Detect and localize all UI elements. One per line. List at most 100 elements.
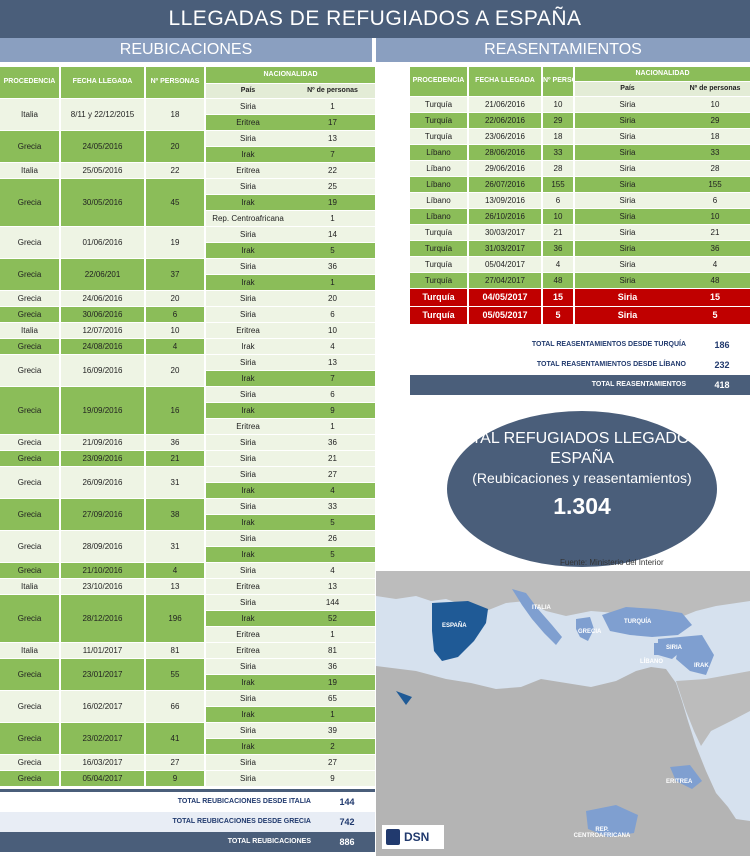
cell-pais: Siria [205, 658, 290, 675]
cell-personas: 38 [145, 498, 206, 531]
cell-fecha: 05/05/2017 [468, 306, 543, 325]
total-label: TOTAL REUBICACIONES DESDE GRECIA [172, 818, 311, 825]
table-row: Eritrea 1 [0, 626, 375, 643]
table-row: Italia 25/05/2016 22 Eritrea 22 [0, 162, 375, 179]
cell-personas: 31 [145, 530, 206, 563]
cell-num: 19 [290, 194, 375, 211]
lebanon-shape [654, 643, 658, 655]
cell-personas: 6 [542, 192, 575, 209]
cell-personas: 41 [145, 722, 206, 755]
cell-pais: Siria [205, 386, 290, 403]
cell-procedencia: Turquía [410, 288, 469, 307]
map-label-car: REP. CENTROAFRICANA [573, 827, 631, 839]
map-label-syria: SIRIA [666, 645, 683, 651]
table-row: Irak 5 [0, 514, 375, 531]
cell-personas: 36 [542, 240, 575, 257]
cell-fecha: 28/09/2016 [60, 530, 146, 563]
cell-num: 1 [290, 418, 375, 435]
col-header-fecha: FECHA LLEGADA [60, 67, 146, 99]
cell-num: 25 [290, 178, 375, 195]
cell-pais: Siria [205, 434, 290, 451]
cell-num: 13 [290, 354, 375, 371]
cell-num: 5 [290, 546, 375, 563]
cell-num: 22 [290, 162, 375, 179]
cell-fecha: 31/03/2017 [468, 240, 543, 257]
table-row: Turquía 05/05/2017 5 Siria 5 [410, 306, 750, 325]
table-row: Grecia 16/09/2016 20 Siria 13 [0, 354, 375, 387]
cell-num: 81 [290, 642, 375, 659]
table-row: Turquía 31/03/2017 36 Siria 36 [410, 240, 750, 257]
total-value: 742 [339, 816, 355, 827]
table-row: Turquía 04/05/2017 15 Siria 15 [410, 288, 750, 307]
cell-pais: Siria [205, 354, 290, 371]
cell-num: 1 [290, 210, 375, 227]
cell-pais: Siria [205, 306, 290, 323]
cell-procedencia: Grecia [0, 386, 61, 435]
cell-pais: Irak [205, 482, 290, 499]
col-header-nacionalidad: NACIONALIDAD [574, 67, 750, 82]
cell-procedencia: Grecia [0, 690, 61, 723]
cell-num: 39 [290, 722, 375, 739]
cell-num: 1 [290, 706, 375, 723]
cell-fecha: 05/04/2017 [468, 256, 543, 273]
reubicaciones-section: PROCEDENCIA FECHA LLEGADA Nº PERSONAS NA… [0, 67, 375, 852]
table-row: Turquía 30/03/2017 21 Siria 21 [410, 224, 750, 241]
cell-procedencia: Líbano [410, 208, 469, 225]
table-row: Italia 8/11 y 22/12/2015 18 Siria 1 [0, 98, 375, 131]
cell-personas: 18 [145, 98, 206, 131]
greece-shape [576, 617, 594, 641]
cell-pais: Irak [205, 546, 290, 563]
cell-procedencia: Grecia [0, 754, 61, 771]
cell-personas: 20 [145, 130, 206, 163]
cell-procedencia: Grecia [0, 770, 61, 787]
cell-pais: Siria [205, 466, 290, 483]
cell-personas: 9 [145, 770, 206, 787]
table-row: Grecia 24/08/2016 4 Irak 4 [0, 338, 375, 355]
cell-pais: Siria [574, 306, 680, 325]
cell-num: 10 [680, 96, 750, 113]
cell-fecha: 26/09/2016 [60, 466, 146, 499]
cell-num: 155 [680, 176, 750, 193]
cell-num: 26 [290, 530, 375, 547]
cell-fecha: 23/02/2017 [60, 722, 146, 755]
cell-fecha: 27/04/2017 [468, 272, 543, 289]
cell-personas: 5 [542, 306, 575, 325]
cell-procedencia: Italia [0, 578, 61, 595]
cell-pais: Irak [205, 370, 290, 387]
total-value: 232 [714, 359, 730, 370]
source-note: Fuente: Ministerio del Interior [560, 558, 664, 567]
cell-pais: Siria [205, 594, 290, 611]
cell-pais: Siria [205, 98, 290, 115]
cell-pais: Siria [574, 256, 680, 273]
total-value: 186 [714, 339, 730, 350]
dsn-logo: DSN [382, 825, 444, 849]
cell-pais: Eritrea [205, 578, 290, 595]
cell-num: 10 [680, 208, 750, 225]
cell-pais: Siria [574, 128, 680, 145]
table-row: Irak 2 [0, 738, 375, 755]
cell-num: 19 [290, 674, 375, 691]
table-row: Irak 1 [0, 706, 375, 723]
cell-pais: Siria [205, 178, 290, 195]
cell-num: 4 [290, 562, 375, 579]
cell-procedencia: Grecia [0, 130, 61, 163]
cell-pais: Irak [205, 274, 290, 291]
cell-num: 21 [680, 224, 750, 241]
summary-subtitle: (Reubicaciones y reasentamientos) [472, 470, 692, 486]
cell-personas: 31 [145, 466, 206, 499]
cell-num: 27 [290, 754, 375, 771]
cell-procedencia: Grecia [0, 354, 61, 387]
summary-total: 1.304 [553, 493, 611, 519]
cell-pais: Irak [205, 738, 290, 755]
table-row: Grecia 27/09/2016 38 Siria 33 [0, 498, 375, 531]
cell-fecha: 28/06/2016 [468, 144, 543, 161]
cell-procedencia: Turquía [410, 306, 469, 325]
cell-procedencia: Grecia [0, 306, 61, 323]
cell-pais: Eritrea [205, 162, 290, 179]
table-row: Grecia 01/06/2016 19 Siria 14 [0, 226, 375, 259]
total-label: TOTAL REUBICACIONES [227, 838, 311, 845]
cell-fecha: 11/01/2017 [60, 642, 146, 659]
cell-procedencia: Grecia [0, 258, 61, 291]
total-row: TOTAL REUBICACIONES DESDE ITALIA 144 [0, 791, 375, 812]
total-row: TOTAL REASENTAMIENTOS DESDE TURQUÍA 186 [410, 334, 750, 355]
